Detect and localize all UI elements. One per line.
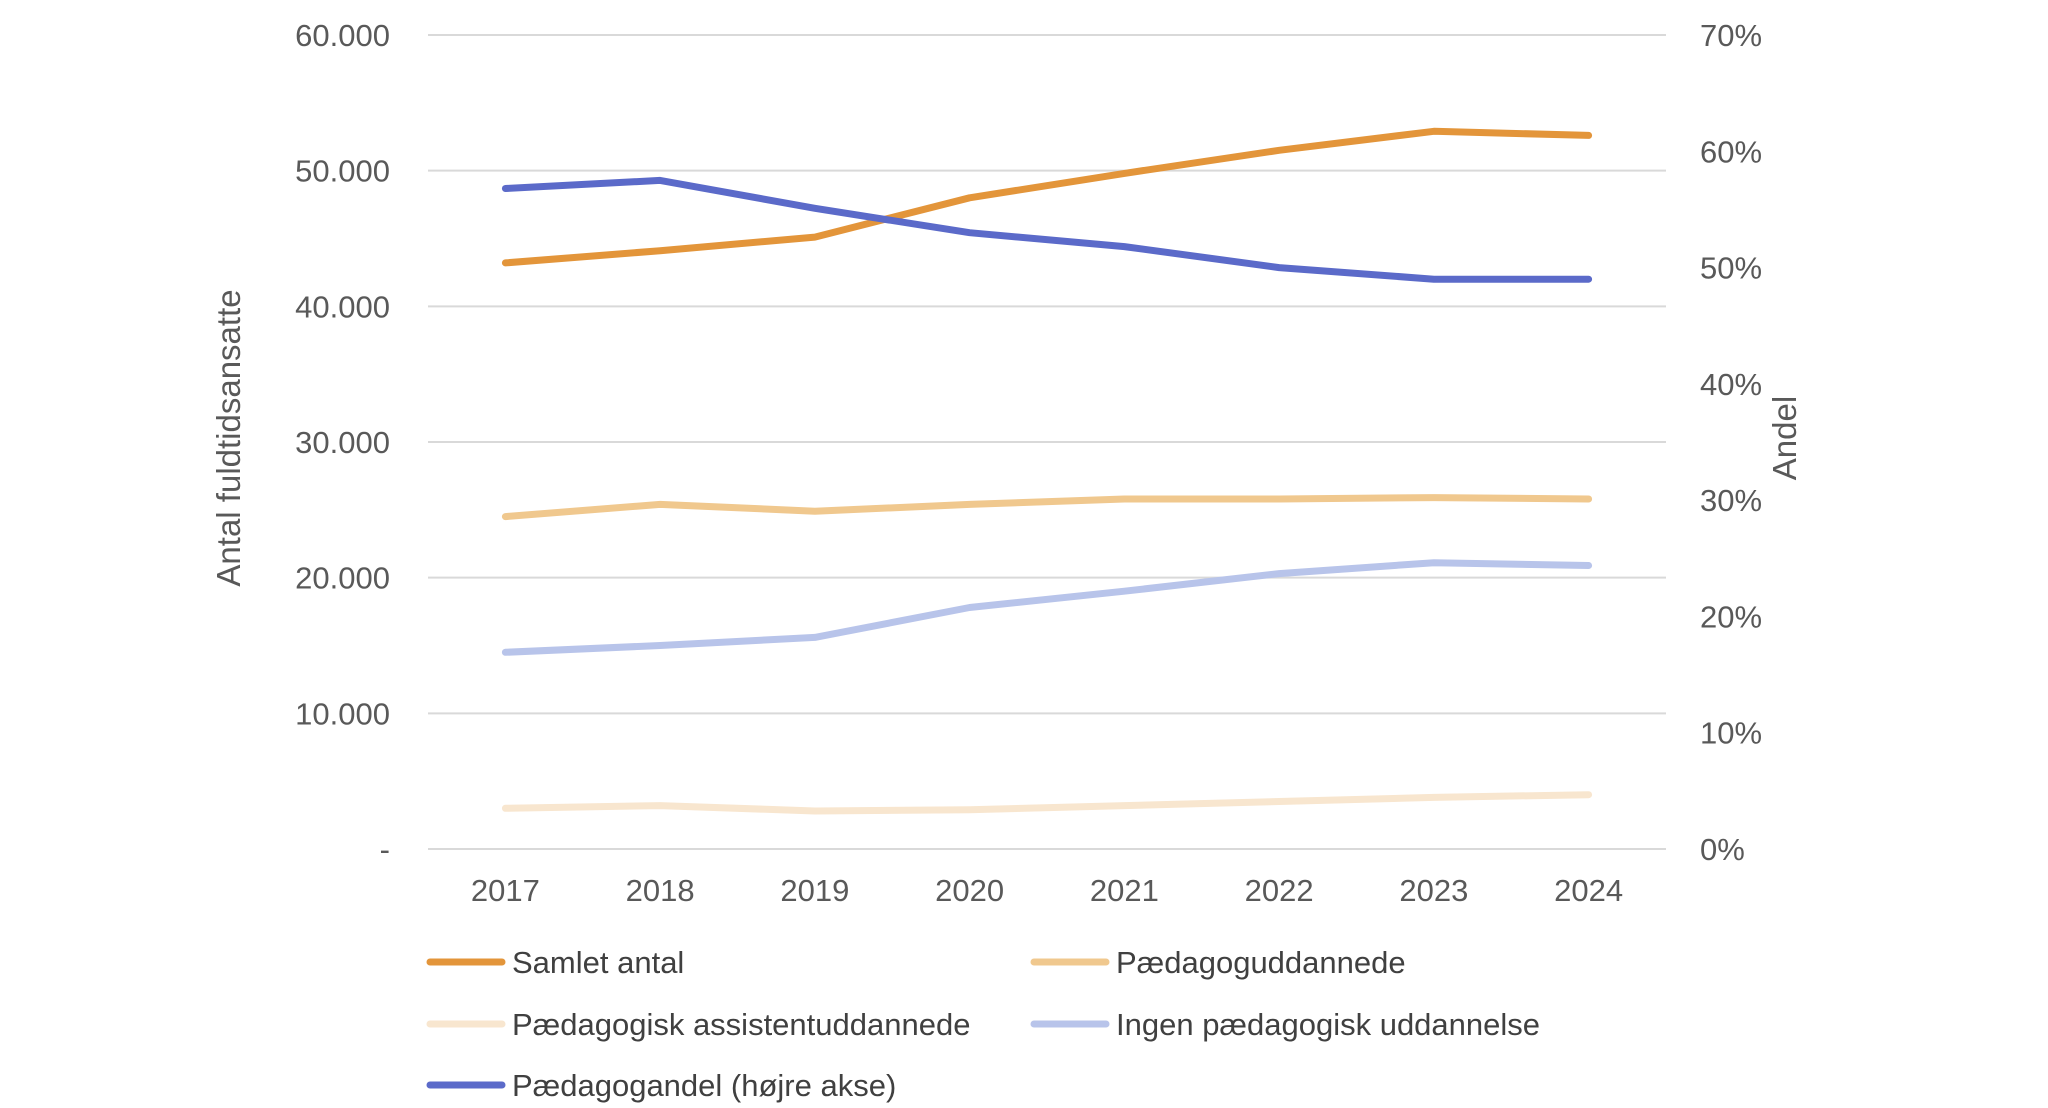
- legend-item: Samlet antal: [426, 945, 684, 980]
- x-tick-label: 2021: [1090, 873, 1159, 908]
- right-tick-label: 40%: [1700, 367, 1762, 402]
- left-axis-title: Antal fuldtidsansatte: [210, 289, 247, 586]
- series-line-ingen-p-dagogisk-uddannelse: [501, 559, 1593, 656]
- right-tick-label: 70%: [1700, 18, 1762, 53]
- left-tick-label: 10.000: [295, 696, 390, 731]
- left-tick-label: 20.000: [295, 561, 390, 596]
- right-axis-ticks: 0% 10% 20% 30% 40% 50% 60% 70%: [1700, 18, 1762, 867]
- legend-item: Pædagogandel (højre akse): [426, 1068, 896, 1103]
- legend-item: Pædagogisk assistentuddannede: [426, 1007, 970, 1042]
- x-tick-label: 2017: [471, 873, 540, 908]
- series-lines: [501, 127, 1593, 815]
- right-tick-label: 30%: [1700, 483, 1762, 518]
- legend-label: Pædagogisk assistentuddannede: [512, 1007, 970, 1042]
- left-tick-label: 30.000: [295, 425, 390, 460]
- series-line-p-dagoguddannede: [501, 494, 1593, 521]
- x-tick-label: 2022: [1245, 873, 1314, 908]
- series-line-samlet-antal: [501, 127, 1593, 267]
- series-line-p-dagogisk-assistentuddannede: [501, 791, 1593, 815]
- right-tick-label: 50%: [1700, 251, 1762, 286]
- x-axis-ticks: 2017 2018 2019 2020 2021 2022 2023 2024: [471, 873, 1623, 908]
- legend-item: Pædagoguddannede: [1030, 945, 1406, 980]
- legend-label: Pædagoguddannede: [1116, 945, 1406, 980]
- x-tick-label: 2020: [935, 873, 1004, 908]
- x-tick-label: 2023: [1399, 873, 1468, 908]
- left-tick-label: 40.000: [295, 289, 390, 324]
- legend-label: Samlet antal: [512, 945, 684, 980]
- series-line-p-dagogandel-h-jre-akse: [501, 176, 1593, 283]
- legend: Samlet antal Pædagoguddannede Pædagogisk a…: [426, 945, 1540, 1103]
- right-tick-label: 20%: [1700, 599, 1762, 634]
- x-tick-label: 2019: [780, 873, 849, 908]
- left-tick-label: 60.000: [295, 18, 390, 53]
- left-tick-label: 50.000: [295, 154, 390, 189]
- right-tick-label: 0%: [1700, 832, 1745, 867]
- x-tick-label: 2018: [626, 873, 695, 908]
- legend-label: Ingen pædagogisk uddannelse: [1116, 1007, 1540, 1042]
- left-axis-ticks: - 10.000 20.000 30.000 40.000 50.000 60.000: [295, 18, 390, 867]
- gridlines: [428, 34, 1666, 850]
- legend-item: Ingen pædagogisk uddannelse: [1030, 1007, 1540, 1042]
- x-tick-label: 2024: [1554, 873, 1623, 908]
- legend-label: Pædagogandel (højre akse): [512, 1068, 896, 1103]
- right-tick-label: 60%: [1700, 134, 1762, 169]
- left-tick-label: -: [380, 832, 390, 867]
- right-axis-title: Andel: [1766, 396, 1803, 480]
- right-tick-label: 10%: [1700, 716, 1762, 751]
